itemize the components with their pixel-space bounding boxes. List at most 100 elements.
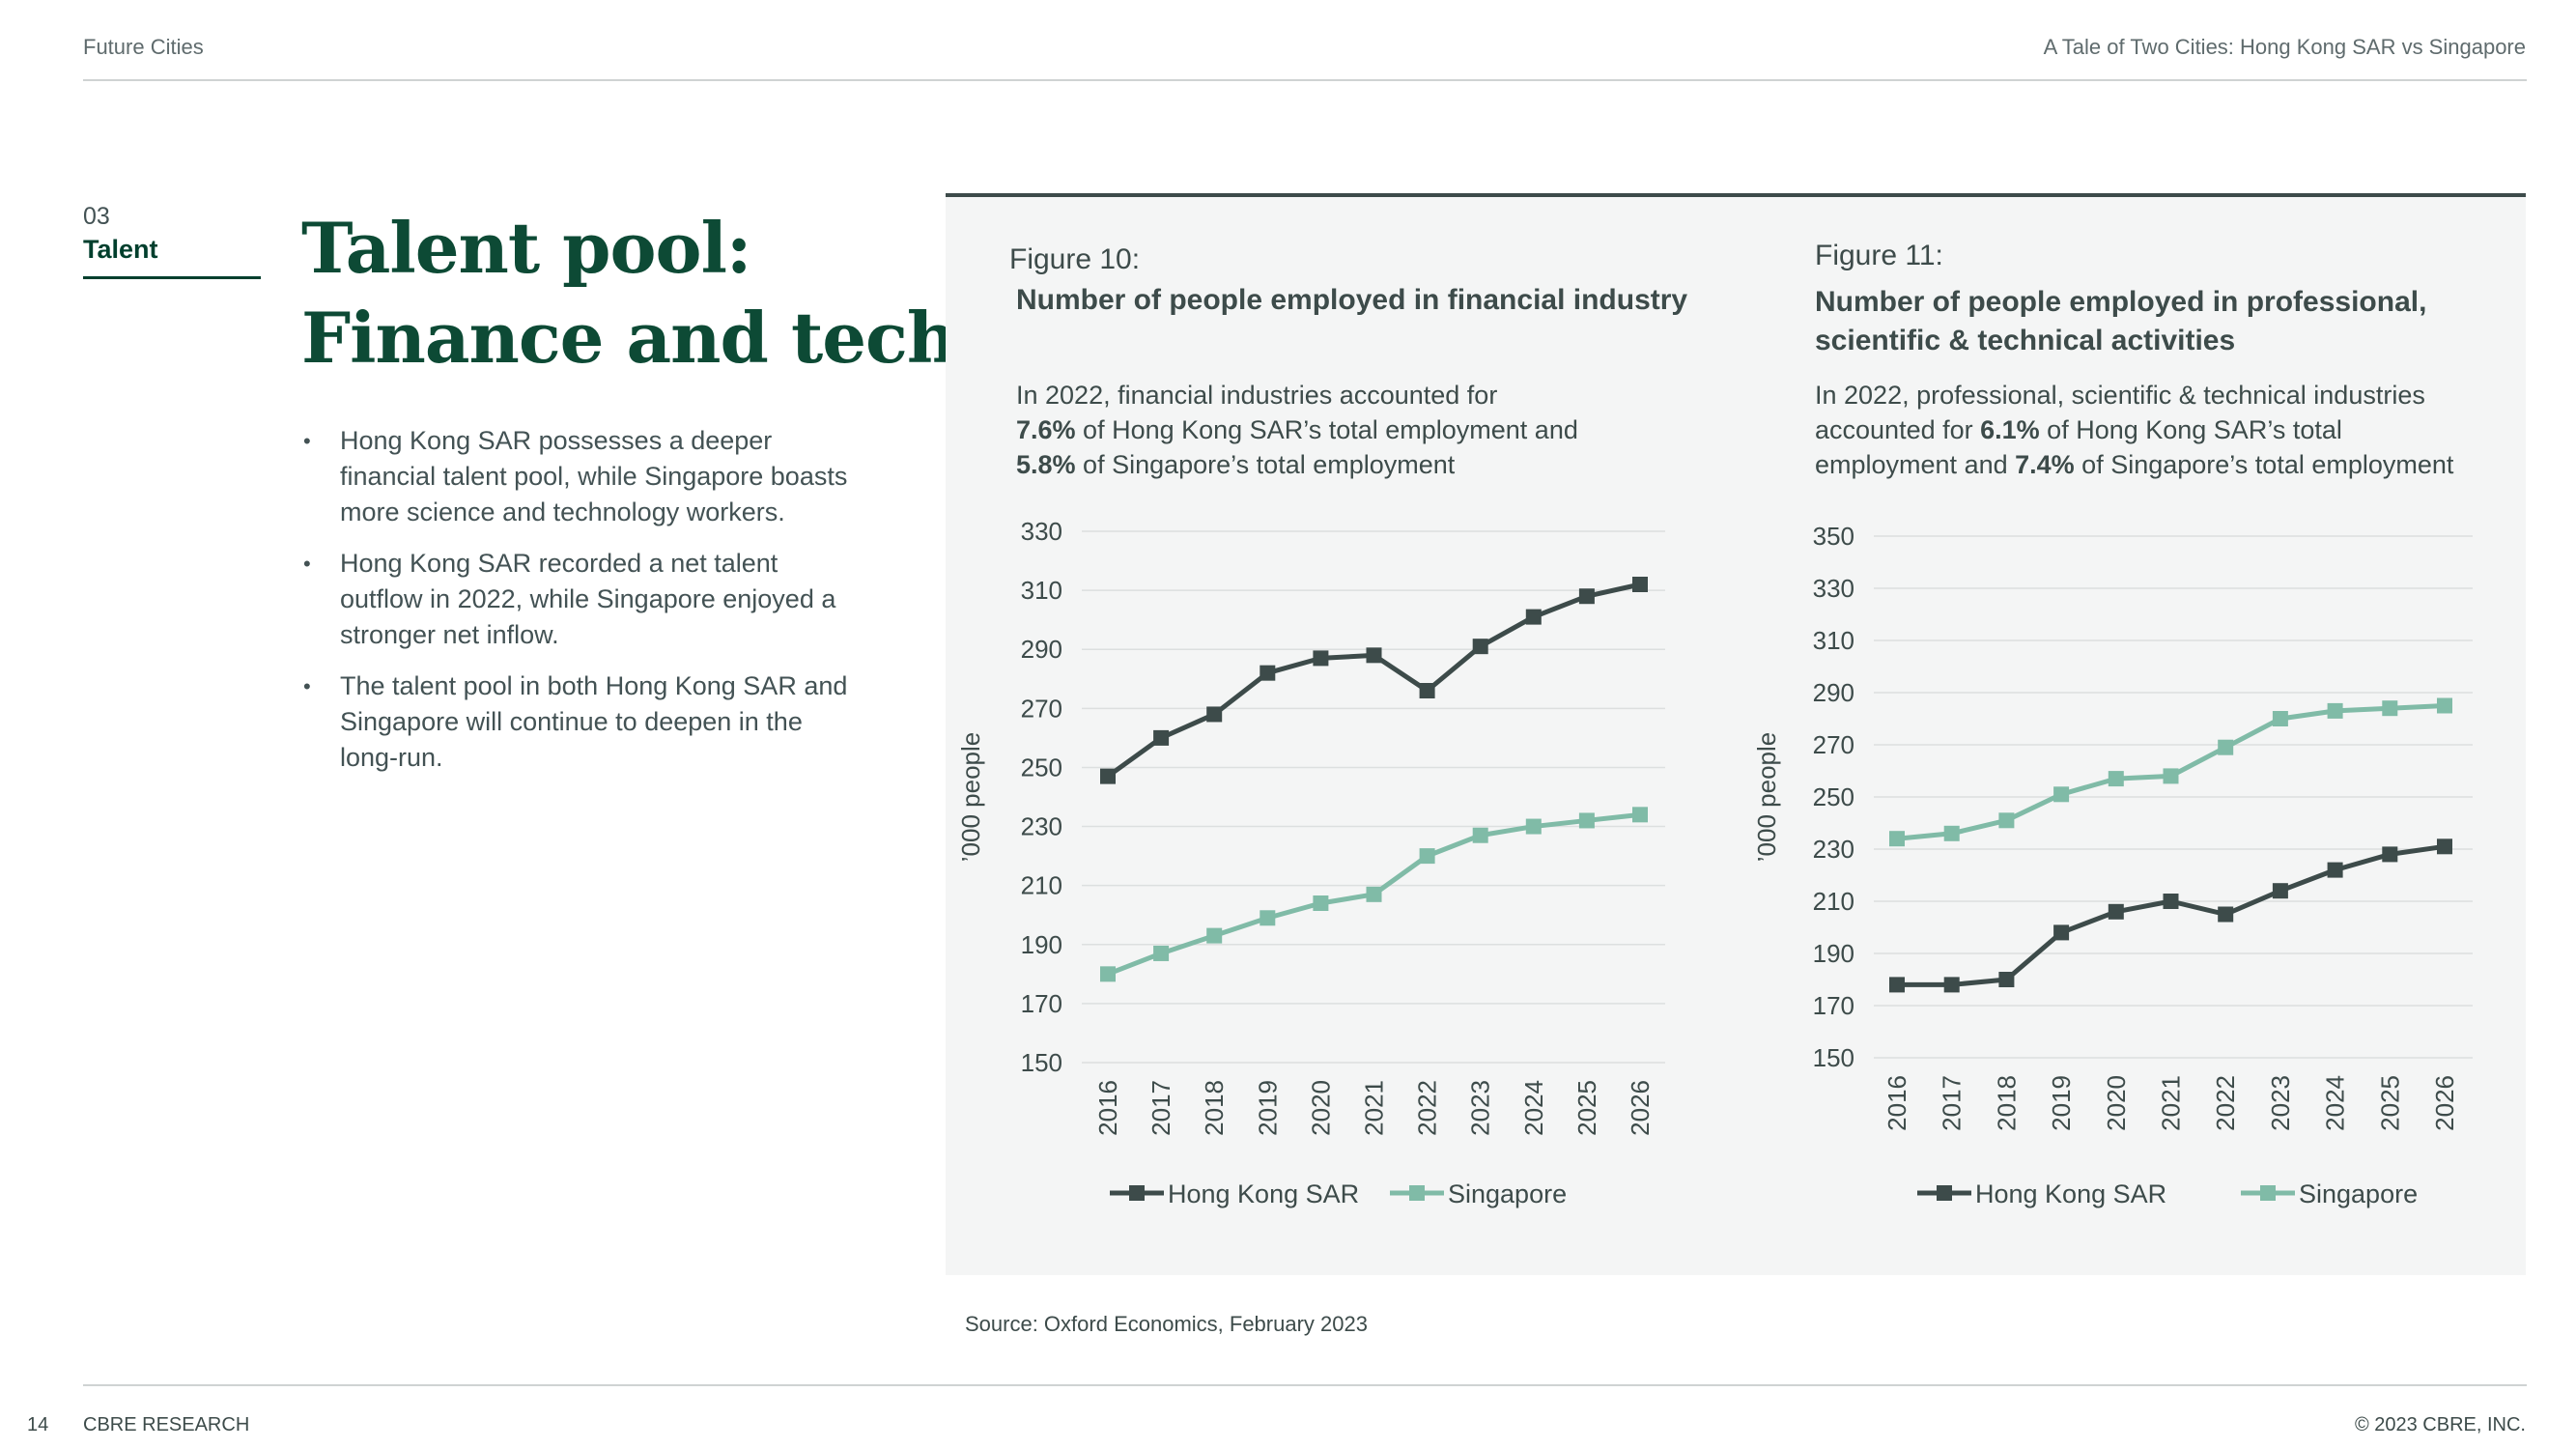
figure-11-desc-line3a: employment and: [1815, 450, 2016, 479]
chart-financial-employment: 150 170 190 210 230 250 270 290 310 330 2016 2017 20…: [956, 517, 1665, 1208]
x-tick-label: 2019: [1253, 1080, 1282, 1136]
data-point: [1525, 818, 1542, 835]
data-point: [1100, 768, 1116, 784]
x-tick-label: 2022: [1413, 1080, 1442, 1136]
y-tick-label: 250: [1021, 753, 1062, 781]
y-tick-label: 330: [1021, 517, 1062, 546]
x-tick-label: 2017: [1146, 1080, 1175, 1136]
x-tick-label: 2025: [1572, 1080, 1601, 1136]
y-tick-label: 190: [1021, 930, 1062, 959]
legend-label: Hong Kong SAR: [1168, 1179, 1359, 1208]
figure-panel-top-rule: [946, 193, 2526, 197]
data-point: [1525, 609, 1542, 625]
data-point: [2327, 862, 2343, 878]
key-point: Hong Kong SAR recorded a net talent outf…: [301, 546, 862, 653]
data-point: [1260, 910, 1276, 926]
data-point: [1313, 650, 1329, 667]
x-tick-label: 2020: [2102, 1075, 2131, 1131]
data-point: [2382, 846, 2398, 863]
x-tick-label: 2022: [2211, 1075, 2240, 1131]
x-tick-label: 2017: [1938, 1075, 1967, 1131]
figure-11-description: In 2022, professional, scientific & tech…: [1815, 378, 2510, 482]
data-point: [1889, 831, 1905, 847]
data-point: [2437, 697, 2452, 714]
data-point: [1578, 812, 1595, 829]
legend-marker: [1409, 1185, 1425, 1201]
x-tick-label: 2018: [1992, 1075, 2021, 1131]
data-point: [1943, 977, 1960, 993]
key-point: Hong Kong SAR possesses a deeper financi…: [301, 423, 862, 530]
data-point: [2053, 786, 2070, 803]
footer-divider: [83, 1384, 2527, 1386]
x-tick-label: 2021: [2157, 1075, 2186, 1131]
figure-11-hk-share: 6.1%: [1980, 415, 2040, 444]
y-tick-label: 270: [1021, 694, 1062, 723]
y-tick-label: 270: [1813, 730, 1854, 759]
source-note: Source: Oxford Economics, February 2023: [965, 1312, 1368, 1336]
y-tick-label: 210: [1021, 871, 1062, 900]
data-point: [1153, 729, 1170, 746]
key-point: The talent pool in both Hong Kong SAR an…: [301, 668, 862, 776]
data-point: [2327, 702, 2343, 719]
figure-11-desc-line3b: of Singapore’s total employment: [2074, 450, 2454, 479]
header-divider: [83, 79, 2527, 81]
figure-11-title-line2: scientific & technical activities: [1815, 325, 2236, 356]
x-tick-label: 2023: [2266, 1075, 2295, 1131]
data-point: [2163, 768, 2179, 784]
legend-marker: [1129, 1185, 1145, 1201]
data-point: [1419, 848, 1435, 865]
figure-11-title-line1: Number of people employed in professiona…: [1815, 286, 2427, 318]
y-tick-label: 350: [1813, 522, 1854, 551]
legend-marker: [2260, 1185, 2276, 1201]
page-title-line1: Talent pool:: [301, 207, 752, 289]
data-point: [2272, 883, 2288, 899]
figure-10-label: Figure 10:: [1009, 243, 1141, 275]
data-point: [1419, 683, 1435, 698]
figure-11-sg-share: 7.4%: [2015, 450, 2075, 479]
data-point: [1998, 812, 2015, 829]
figure-10-desc-line2: of Hong Kong SAR’s total employment and: [1075, 415, 1578, 444]
data-point: [2108, 771, 2124, 787]
y-tick-label: 250: [1813, 782, 1854, 811]
y-tick-label: 170: [1021, 989, 1062, 1018]
data-point: [2218, 906, 2234, 923]
x-tick-label: 2024: [1519, 1080, 1548, 1136]
y-tick-label: 230: [1021, 812, 1062, 841]
key-points-list: Hong Kong SAR possesses a deeper financi…: [301, 423, 862, 791]
data-point: [2108, 903, 2124, 920]
x-tick-label: 2019: [2047, 1075, 2076, 1131]
figure-10-hk-share: 7.6%: [1016, 415, 1076, 444]
data-point: [1889, 977, 1905, 993]
legend-label: Singapore: [1448, 1179, 1567, 1208]
x-tick-label: 2018: [1200, 1080, 1229, 1136]
data-point: [1943, 825, 1960, 841]
y-tick-label: 290: [1021, 635, 1062, 664]
data-point: [1472, 827, 1488, 843]
y-tick-label: 170: [1813, 991, 1854, 1020]
footer-copyright: © 2023 CBRE, INC.: [2354, 1414, 2526, 1435]
data-point: [1578, 588, 1595, 605]
x-tick-label: 2024: [2321, 1075, 2350, 1131]
x-tick-label: 2023: [1466, 1080, 1495, 1136]
data-point: [1366, 886, 1382, 902]
figure-10-desc-line3: of Singapore’s total employment: [1075, 450, 1456, 479]
series-line: [1106, 582, 1641, 779]
y-tick-label: 210: [1813, 887, 1854, 916]
data-point: [1153, 945, 1170, 961]
x-tick-label: 2026: [2430, 1075, 2459, 1131]
page-title-line2: Finance and tech: [301, 297, 957, 379]
y-tick-label: 150: [1813, 1043, 1854, 1072]
figure-10-description: In 2022, financial industries accounted …: [1016, 378, 1712, 482]
data-point: [2437, 838, 2452, 855]
data-point: [1100, 966, 1116, 982]
section-name: Talent: [83, 235, 158, 264]
legend-label: Singapore: [2299, 1179, 2418, 1208]
x-tick-label: 2020: [1306, 1080, 1335, 1136]
chart-professional-employment: 150 170 190 210 230 250 270 290 310 330 350 2016 201…: [1752, 522, 2473, 1208]
x-tick-label: 2016: [1093, 1080, 1122, 1136]
data-point: [1998, 972, 2015, 987]
data-point: [1313, 895, 1329, 911]
footer-org: CBRE RESEARCH: [83, 1414, 250, 1435]
y-tick-label: 190: [1813, 939, 1854, 968]
figure-11-title: Number of people employed in professiona…: [1815, 283, 2426, 360]
